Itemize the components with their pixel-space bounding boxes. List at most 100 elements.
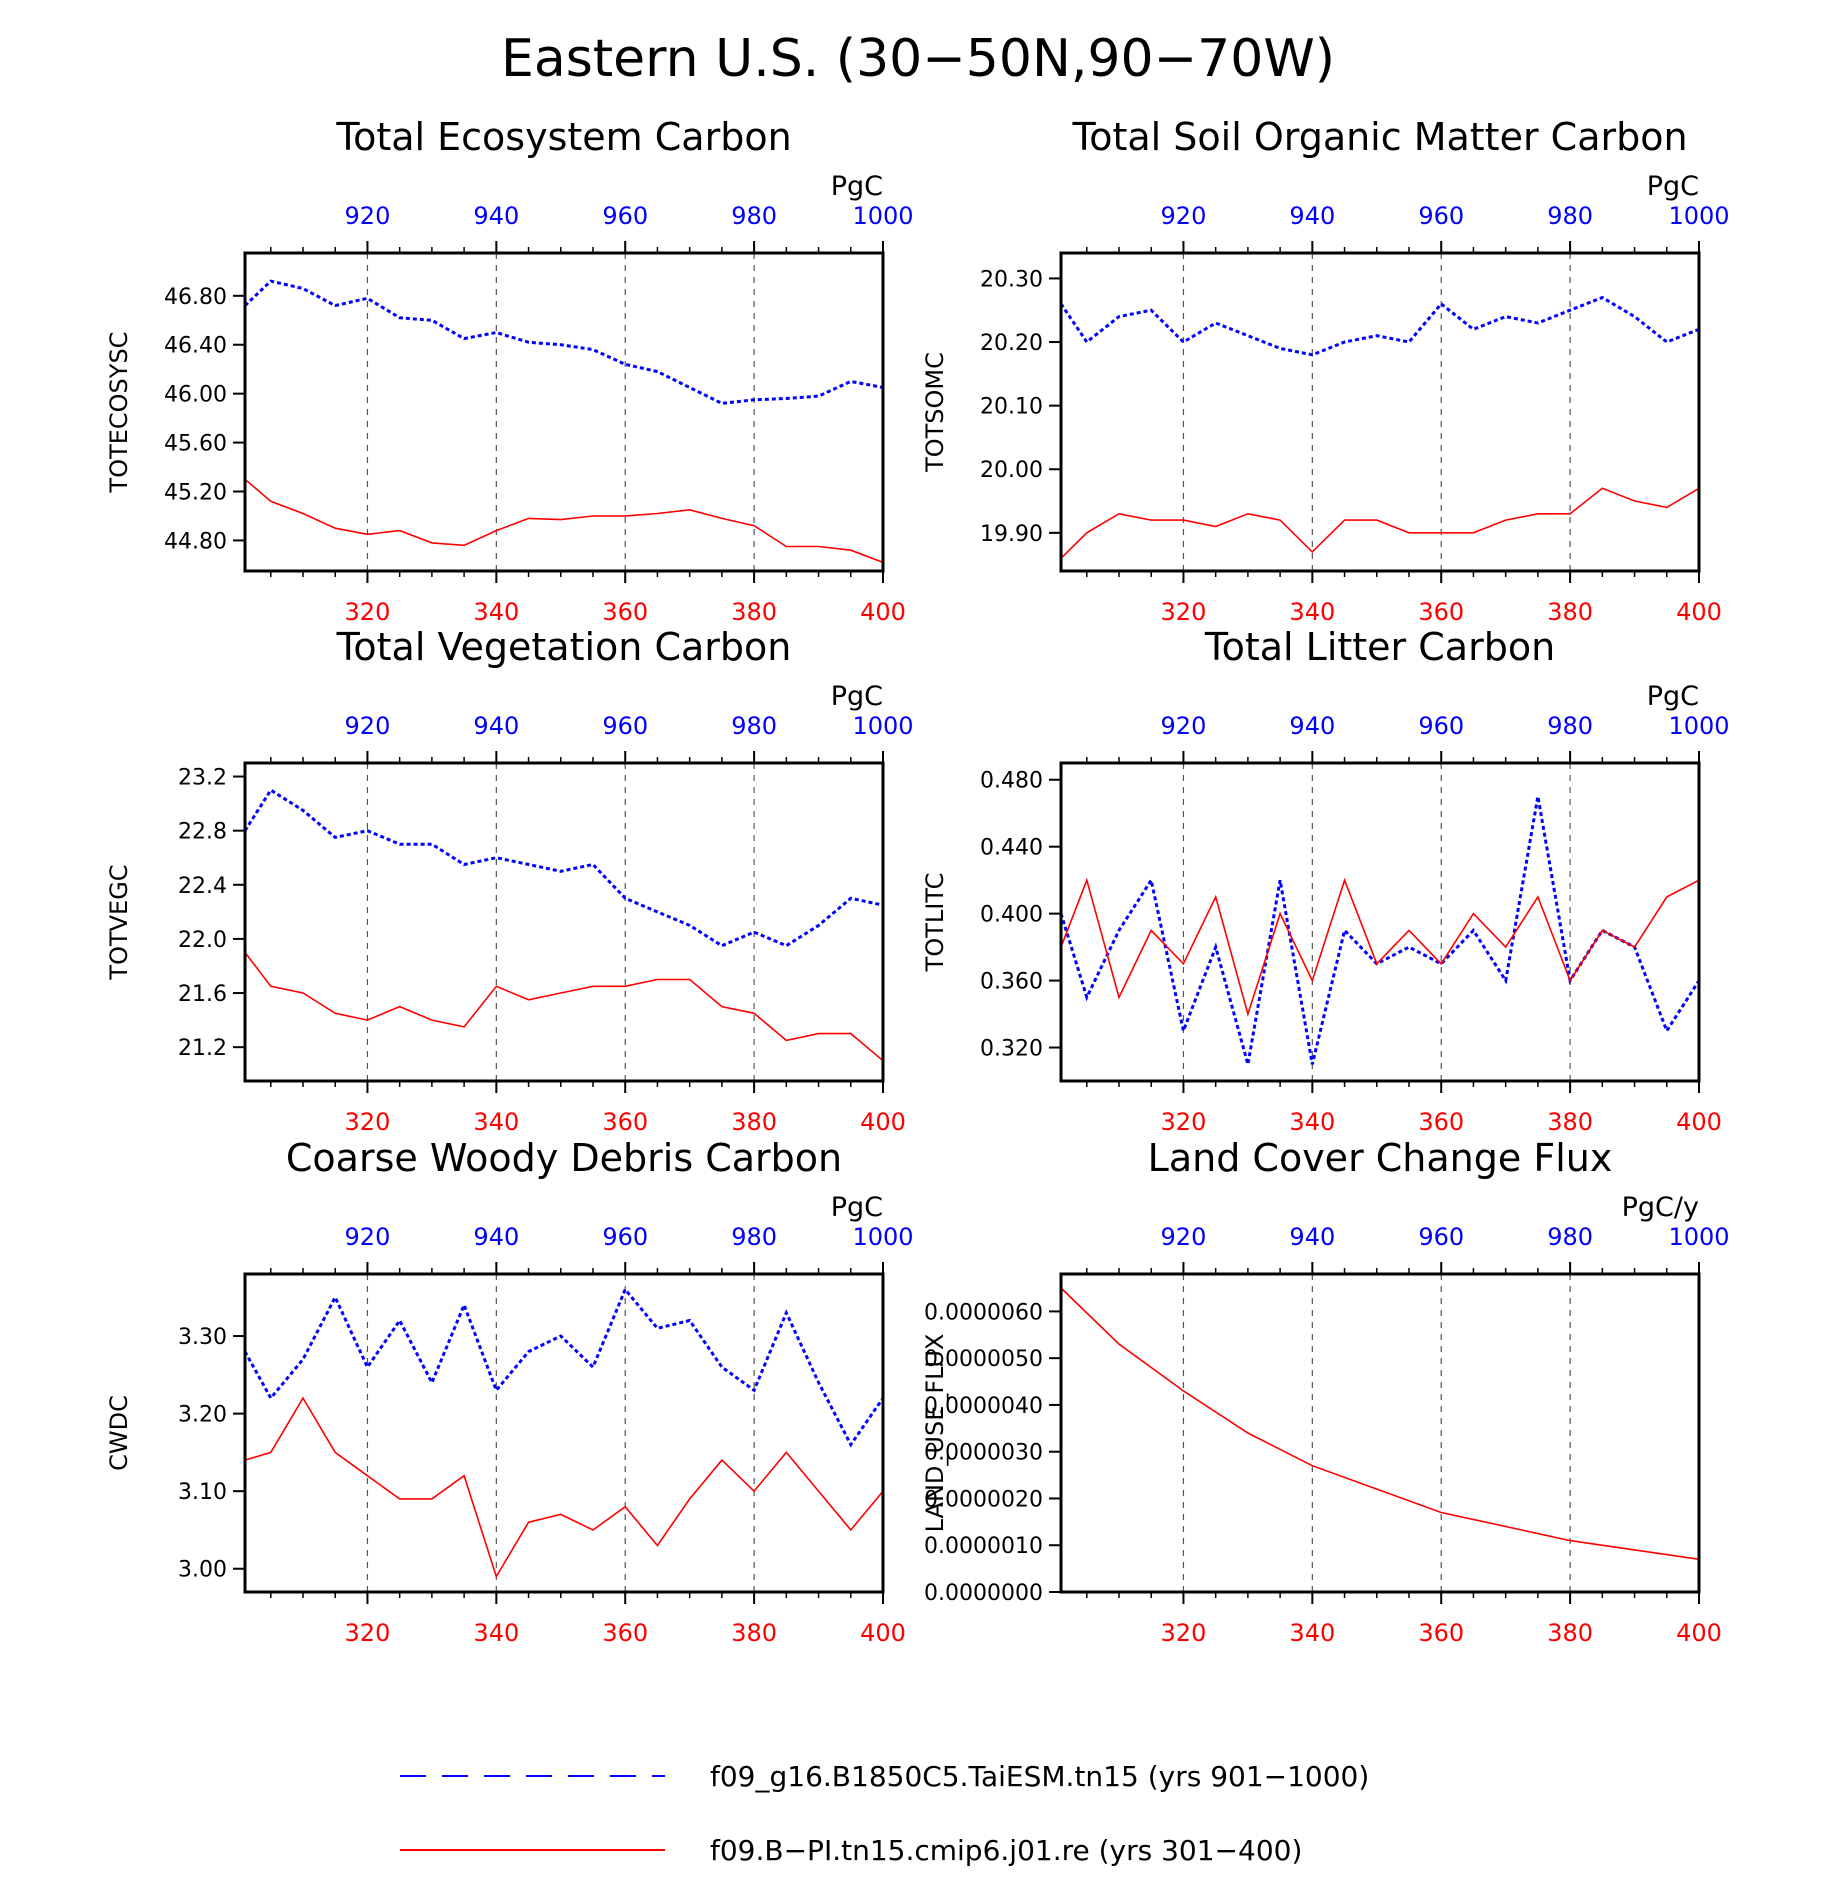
panel-1: Total Ecosystem Carbon PgC TOTECOSYSC 320 34… — [105, 115, 914, 626]
panel-2: Total Soil Organic Matter Carbon PgC TOTSO… — [921, 115, 1730, 626]
plot-frame — [1059, 1272, 1701, 1594]
y-tick-label: 45.20 — [164, 481, 227, 506]
x-top-tick-label: 920 — [1161, 712, 1207, 740]
panel-4: Total Litter Carbon PgC TOTLITC 320 340 360 38… — [921, 625, 1730, 1136]
panel-6: Land Cover Change Flux PgC/y LAND_USE_FLUX… — [921, 1136, 1730, 1647]
x-tick-label: 360 — [602, 1108, 648, 1136]
y-tick-label: 0.0000030 — [924, 1441, 1043, 1466]
x-top-tick-label: 940 — [1289, 202, 1335, 230]
y-tick-label: 21.6 — [178, 982, 227, 1007]
x-tick-label: 320 — [345, 1619, 391, 1647]
plot-frame — [243, 251, 885, 573]
y-axis-label: CWDC — [105, 1395, 133, 1471]
series-line-case1 — [243, 788, 884, 948]
y-tick-label: 0.0000000 — [924, 1581, 1043, 1606]
x-tick-label: 320 — [345, 1108, 391, 1136]
x-tick-label: 340 — [1289, 1619, 1335, 1647]
units-label: PgC — [831, 171, 883, 202]
plot-frame — [1059, 761, 1701, 1083]
units-label: PgC — [831, 681, 883, 712]
x-tick-label: 360 — [1418, 1619, 1464, 1647]
series-line-case1 — [243, 1286, 885, 1448]
x-top-tick-label: 1000 — [852, 202, 913, 230]
y-tick-label: 0.0000050 — [924, 1347, 1043, 1372]
series-line-case2 — [1060, 487, 1700, 559]
x-tick-label: 320 — [1161, 1619, 1207, 1647]
panel-title: Total Ecosystem Carbon — [335, 115, 791, 159]
legend-label-case1: f09_g16.B1850C5.TaiESM.tn15 (yrs 901−100… — [710, 1760, 1369, 1793]
x-top-tick-label: 920 — [1161, 202, 1207, 230]
series-line-case2 — [244, 1396, 884, 1579]
y-tick-label: 46.80 — [164, 285, 227, 310]
panel-title: Land Cover Change Flux — [1148, 1136, 1613, 1180]
x-top-tick-label: 920 — [345, 1223, 391, 1251]
series-line-case2 — [1060, 877, 1700, 1017]
y-tick-label: 0.400 — [980, 903, 1043, 928]
y-tick-label: 45.60 — [164, 432, 227, 457]
x-tick-label: 320 — [1161, 1108, 1207, 1136]
panel-5: Coarse Woody Debris Carbon PgC CWDC 320 340 3… — [105, 1136, 914, 1647]
x-tick-label: 400 — [1676, 598, 1722, 626]
y-axis-label: LAND_USE_FLUX — [921, 1334, 949, 1533]
y-tick-label: 0.0000060 — [924, 1300, 1043, 1325]
x-tick-label: 380 — [731, 1619, 777, 1647]
plot-frame — [243, 1272, 885, 1594]
legend-label-case2: f09.B−PI.tn15.cmip6.j01.re (yrs 301−400) — [710, 1834, 1302, 1867]
x-top-tick-label: 960 — [602, 202, 648, 230]
x-tick-label: 340 — [473, 598, 519, 626]
y-tick-label: 20.30 — [980, 267, 1043, 292]
x-tick-label: 360 — [1418, 598, 1464, 626]
x-tick-label: 400 — [860, 1619, 906, 1647]
x-top-tick-label: 960 — [1418, 202, 1464, 230]
x-tick-label: 400 — [1676, 1108, 1722, 1136]
x-top-tick-label: 940 — [1289, 1223, 1335, 1251]
y-tick-label: 22.0 — [178, 928, 227, 953]
x-top-tick-label: 1000 — [1668, 712, 1729, 740]
y-tick-label: 3.00 — [178, 1558, 227, 1583]
x-top-tick-label: 980 — [1547, 202, 1593, 230]
series-line-case1 — [243, 279, 884, 405]
x-tick-label: 400 — [860, 598, 906, 626]
plot-frame — [243, 761, 885, 1083]
y-tick-label: 23.2 — [178, 766, 227, 791]
y-tick-label: 20.20 — [980, 331, 1043, 356]
y-axis-label: TOTVEGC — [105, 864, 133, 980]
series-line-case2 — [244, 478, 884, 564]
x-tick-label: 380 — [731, 1108, 777, 1136]
x-top-tick-label: 960 — [602, 712, 648, 740]
y-axis-label: TOTECOSYSC — [105, 332, 133, 494]
series-line-case2 — [1060, 1287, 1700, 1561]
x-tick-label: 400 — [860, 1108, 906, 1136]
x-top-tick-label: 920 — [345, 202, 391, 230]
x-top-tick-label: 960 — [1418, 712, 1464, 740]
y-tick-label: 46.00 — [164, 383, 227, 408]
y-tick-label: 44.80 — [164, 529, 227, 554]
x-tick-label: 360 — [602, 1619, 648, 1647]
x-top-tick-label: 980 — [731, 1223, 777, 1251]
x-top-tick-label: 980 — [1547, 1223, 1593, 1251]
x-top-tick-label: 940 — [473, 1223, 519, 1251]
y-tick-label: 22.8 — [178, 820, 227, 845]
y-tick-label: 19.90 — [980, 522, 1043, 547]
y-tick-label: 3.30 — [178, 1325, 227, 1350]
x-top-tick-label: 940 — [473, 712, 519, 740]
x-top-tick-label: 940 — [473, 202, 519, 230]
y-tick-label: 0.480 — [980, 769, 1043, 794]
x-tick-label: 380 — [731, 598, 777, 626]
x-top-tick-label: 1000 — [1668, 1223, 1729, 1251]
legend: f09_g16.B1850C5.TaiESM.tn15 (yrs 901−100… — [400, 1760, 1369, 1867]
x-tick-label: 360 — [1418, 1108, 1464, 1136]
y-tick-label: 20.10 — [980, 395, 1043, 420]
x-tick-label: 320 — [345, 598, 391, 626]
x-tick-label: 360 — [602, 598, 648, 626]
y-tick-label: 0.320 — [980, 1037, 1043, 1062]
x-top-tick-label: 960 — [602, 1223, 648, 1251]
units-label: PgC — [1647, 681, 1699, 712]
x-top-tick-label: 940 — [1289, 712, 1335, 740]
series-line-case2 — [244, 951, 884, 1062]
x-tick-label: 340 — [473, 1619, 519, 1647]
units-label: PgC — [831, 1192, 883, 1223]
figure-title: Eastern U.S. (30−50N,90−70W) — [501, 29, 1335, 89]
panel-title: Total Litter Carbon — [1204, 625, 1555, 669]
x-tick-label: 320 — [1161, 598, 1207, 626]
